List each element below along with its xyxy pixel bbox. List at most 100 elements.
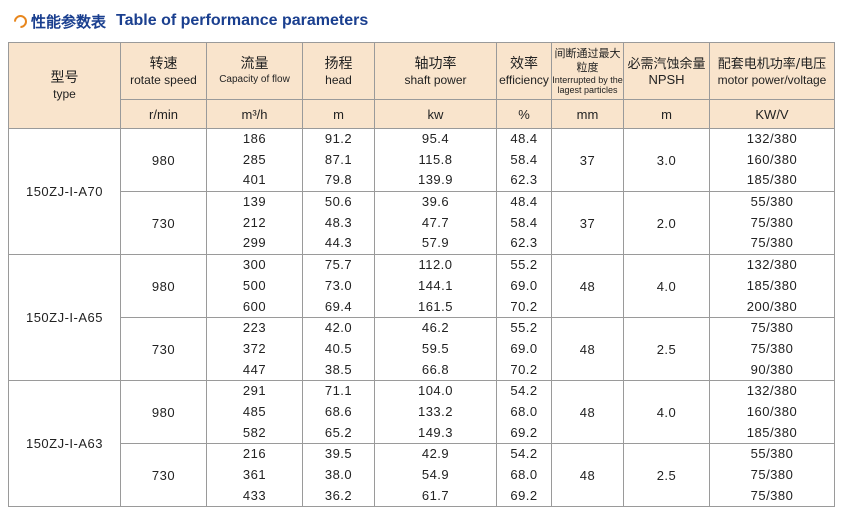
head-cell: 39.5 38.0 36.2	[302, 443, 375, 507]
head-cell-value: 36.2	[324, 487, 353, 503]
motor-cell-value: 185/380	[746, 424, 798, 440]
table-row: 730 223 372 447 42.0 40.5 38.5 46.2 59.5 66.8 55.2…	[9, 317, 835, 382]
motor-cell-value: 75/380	[750, 235, 794, 251]
head-cell-value: 75.7	[324, 257, 353, 273]
table-row: 150ZJ-I-A65 980 300 500 600 75.7 73.0 69.4 112.0…	[8, 254, 835, 382]
head-cell-value: 50.6	[324, 194, 353, 210]
flow-cell-value: 433	[242, 487, 267, 503]
efficiency-cell-value: 68.0	[510, 403, 538, 419]
particle-cell: 48	[551, 443, 624, 507]
flow-cell-value: 285	[242, 151, 267, 167]
flow-cell-value: 485	[242, 403, 267, 419]
flow-cell-value: 500	[242, 277, 267, 293]
motor-cell-value: 75/380	[750, 214, 794, 230]
flow-cell-value: 291	[242, 383, 267, 399]
head-cell: 75.7 73.0 69.4	[302, 254, 375, 319]
unit-npsh: m	[623, 99, 710, 129]
flow-cell-value: 139	[242, 194, 267, 210]
title-cn: 性能参数表	[31, 12, 107, 31]
flow-cell: 216 361 433	[206, 443, 303, 507]
motor-cell-value: 185/380	[746, 277, 798, 293]
head-cell: 91.2 87.1 79.8	[302, 127, 375, 193]
power-cell-value: 112.0	[418, 257, 453, 273]
efficiency-cell-value: 54.2	[510, 383, 538, 399]
speed-cell: 980	[120, 254, 207, 319]
head-cell-value: 38.5	[324, 361, 353, 377]
unit-efficiency: %	[496, 99, 552, 129]
section-bullet-icon	[11, 11, 30, 31]
head-cell-value: 44.3	[324, 235, 353, 251]
power-cell-value: 61.7	[421, 487, 450, 503]
power-cell-value: 133.2	[417, 403, 454, 419]
efficiency-cell-value: 62.3	[510, 172, 538, 188]
motor-cell-value: 200/380	[746, 298, 798, 314]
table-row: 730 216 361 433 39.5 38.0 36.2 42.9 54.9 61.7 54.2…	[9, 443, 835, 507]
efficiency-cell: 54.2 68.0 69.2	[496, 380, 552, 445]
npsh-cell: 2.5	[623, 317, 710, 382]
flow-cell-value: 216	[242, 446, 267, 462]
power-cell-value: 46.2	[421, 320, 450, 336]
npsh-cell: 2.5	[623, 443, 710, 507]
motor-cell: 132/380 185/380 200/380	[709, 254, 835, 319]
power-cell-value: 59.5	[421, 340, 450, 356]
power-cell-value: 149.3	[417, 424, 454, 440]
unit-speed: r/min	[120, 99, 207, 129]
motor-cell-value: 132/380	[746, 257, 798, 273]
flow-cell-value: 582	[242, 424, 267, 440]
header-speed: 转速 rotate speed	[120, 42, 207, 100]
power-cell-value: 115.8	[418, 151, 453, 167]
motor-cell-value: 90/380	[750, 361, 794, 377]
efficiency-cell-value: 58.4	[510, 214, 538, 230]
model-cell: 150ZJ-I-A70	[8, 127, 121, 256]
particle-cell: 48	[551, 380, 624, 445]
motor-cell-value: 75/380	[750, 340, 794, 356]
power-cell-value: 161.5	[417, 298, 454, 314]
header-particle: 间断通过最大粒度 Interrupted by the lagest parti…	[551, 42, 624, 100]
flow-cell-value: 223	[242, 320, 267, 336]
head-cell-value: 42.0	[324, 320, 353, 336]
efficiency-cell-value: 69.0	[510, 340, 538, 356]
particle-cell: 37	[551, 127, 624, 193]
table-row: 730 139 212 299 50.6 48.3 44.3 39.6 47.7 57.9 48.4…	[9, 191, 835, 256]
efficiency-cell-value: 69.2	[510, 424, 538, 440]
motor-cell: 75/380 75/380 90/380	[709, 317, 835, 382]
head-cell-value: 68.6	[324, 403, 353, 419]
flow-cell: 291 485 582	[206, 380, 303, 445]
unit-motor: KW/V	[709, 99, 835, 129]
head-cell-value: 38.0	[324, 467, 353, 482]
unit-flow: m³/h	[206, 99, 303, 129]
motor-cell-value: 185/380	[746, 172, 798, 188]
head-cell: 71.1 68.6 65.2	[302, 380, 375, 445]
motor-cell-value: 75/380	[750, 320, 794, 336]
efficiency-cell-value: 58.4	[510, 151, 538, 167]
motor-cell-value: 160/380	[746, 403, 798, 419]
particle-cell: 37	[551, 191, 624, 256]
particle-cell: 48	[551, 317, 624, 382]
speed-cell: 730	[120, 317, 207, 382]
power-cell-value: 144.1	[417, 277, 454, 293]
efficiency-cell: 48.4 58.4 62.3	[496, 127, 552, 193]
efficiency-cell: 55.2 69.0 70.2	[496, 254, 552, 319]
model-cell: 150ZJ-I-A63	[8, 380, 121, 507]
flow-cell-value: 401	[242, 172, 267, 188]
flow-cell-value: 361	[242, 467, 267, 482]
head-cell: 50.6 48.3 44.3	[302, 191, 375, 256]
flow-cell: 186 285 401	[206, 127, 303, 193]
table-row: 150ZJ-I-A63 980 291 485 582 71.1 68.6 65.2 104.0…	[8, 380, 835, 507]
efficiency-cell: 55.2 69.0 70.2	[496, 317, 552, 382]
head-cell-value: 39.5	[324, 446, 353, 462]
unit-head: m	[302, 99, 375, 129]
unit-particle: mm	[551, 99, 624, 129]
power-cell-value: 42.9	[421, 446, 450, 462]
efficiency-cell-value: 70.2	[510, 361, 538, 377]
head-cell-value: 69.4	[324, 298, 353, 314]
header-flow: 流量 Capacity of flow	[206, 42, 303, 100]
power-cell: 42.9 54.9 61.7	[374, 443, 497, 507]
speed-cell: 730	[120, 191, 207, 256]
efficiency-cell-value: 69.0	[510, 277, 538, 293]
motor-cell-value: 55/380	[750, 194, 794, 210]
header-motor: 配套电机功率/电压 motor power/voltage	[709, 42, 835, 100]
efficiency-cell-value: 54.2	[510, 446, 538, 462]
flow-cell: 139 212 299	[206, 191, 303, 256]
efficiency-cell-value: 70.2	[510, 298, 538, 314]
